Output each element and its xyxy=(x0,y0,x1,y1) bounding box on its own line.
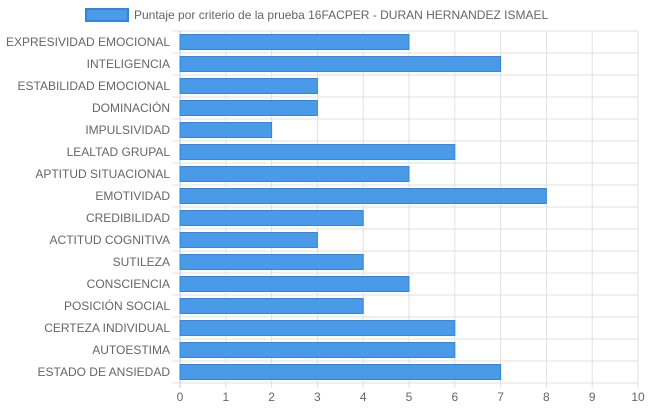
bar[interactable] xyxy=(179,364,502,380)
bar[interactable] xyxy=(179,342,456,358)
bar[interactable] xyxy=(179,254,364,270)
bar[interactable] xyxy=(179,166,410,182)
bar[interactable] xyxy=(179,232,318,248)
bar[interactable] xyxy=(179,320,456,336)
legend[interactable]: Puntaje por criterio de la prueba 16FACP… xyxy=(85,8,548,22)
bar[interactable] xyxy=(179,188,547,204)
y-tick-label: CONSCIENCIA xyxy=(87,277,170,291)
y-tick-label: IMPULSIVIDAD xyxy=(85,123,170,137)
bar[interactable] xyxy=(179,100,318,116)
bar[interactable] xyxy=(179,78,318,94)
legend-label: Puntaje por criterio de la prueba 16FACP… xyxy=(134,8,548,22)
x-tick-label: 2 xyxy=(268,390,275,404)
x-tick-label: 7 xyxy=(497,390,504,404)
y-tick-label: EMOTIVIDAD xyxy=(95,189,170,203)
bar[interactable] xyxy=(179,298,364,314)
x-tick-label: 9 xyxy=(589,390,596,404)
y-tick-label: APTITUD SITUACIONAL xyxy=(35,167,170,181)
y-tick-label: CREDIBILIDAD xyxy=(86,211,170,225)
y-tick-label: INTELIGENCIA xyxy=(87,57,170,71)
y-tick-label: CERTEZA INDIVIDUAL xyxy=(44,321,170,335)
x-tick-label: 6 xyxy=(451,390,458,404)
y-tick-label: LEALTAD GRUPAL xyxy=(67,145,171,159)
x-axis-labels: 0 1 2 3 4 5 6 7 8 9 10 xyxy=(177,390,645,404)
bars xyxy=(179,34,547,380)
y-tick-label: ESTADO DE ANSIEDAD xyxy=(38,365,171,379)
y-tick-label: AUTOESTIMA xyxy=(92,343,170,357)
y-tick-label: DOMINACIÓN xyxy=(92,100,170,115)
y-tick-label: POSICIÓN SOCIAL xyxy=(64,298,170,313)
bar[interactable] xyxy=(179,144,456,160)
x-tick-label: 1 xyxy=(222,390,229,404)
bar[interactable] xyxy=(179,122,273,138)
y-tick-label: ESTABILIDAD EMOCIONAL xyxy=(18,79,171,93)
x-tick-label: 10 xyxy=(631,390,645,404)
y-axis-labels: EXPRESIVIDAD EMOCIONAL INTELIGENCIA ESTABI… xyxy=(6,35,170,379)
y-tick-label: SUTILEZA xyxy=(113,255,170,269)
x-tick-label: 5 xyxy=(406,390,413,404)
x-tick-label: 0 xyxy=(177,390,184,404)
y-tick-label: ACTITUD COGNITIVA xyxy=(50,233,170,247)
x-tick-label: 8 xyxy=(543,390,550,404)
bar[interactable] xyxy=(179,210,364,226)
x-tick-label: 4 xyxy=(360,390,367,404)
bar[interactable] xyxy=(179,56,502,72)
x-tick-label: 3 xyxy=(314,390,321,404)
y-tick-label: EXPRESIVIDAD EMOCIONAL xyxy=(6,35,170,49)
bar[interactable] xyxy=(179,34,410,50)
bar[interactable] xyxy=(179,276,410,292)
legend-swatch xyxy=(85,8,129,22)
